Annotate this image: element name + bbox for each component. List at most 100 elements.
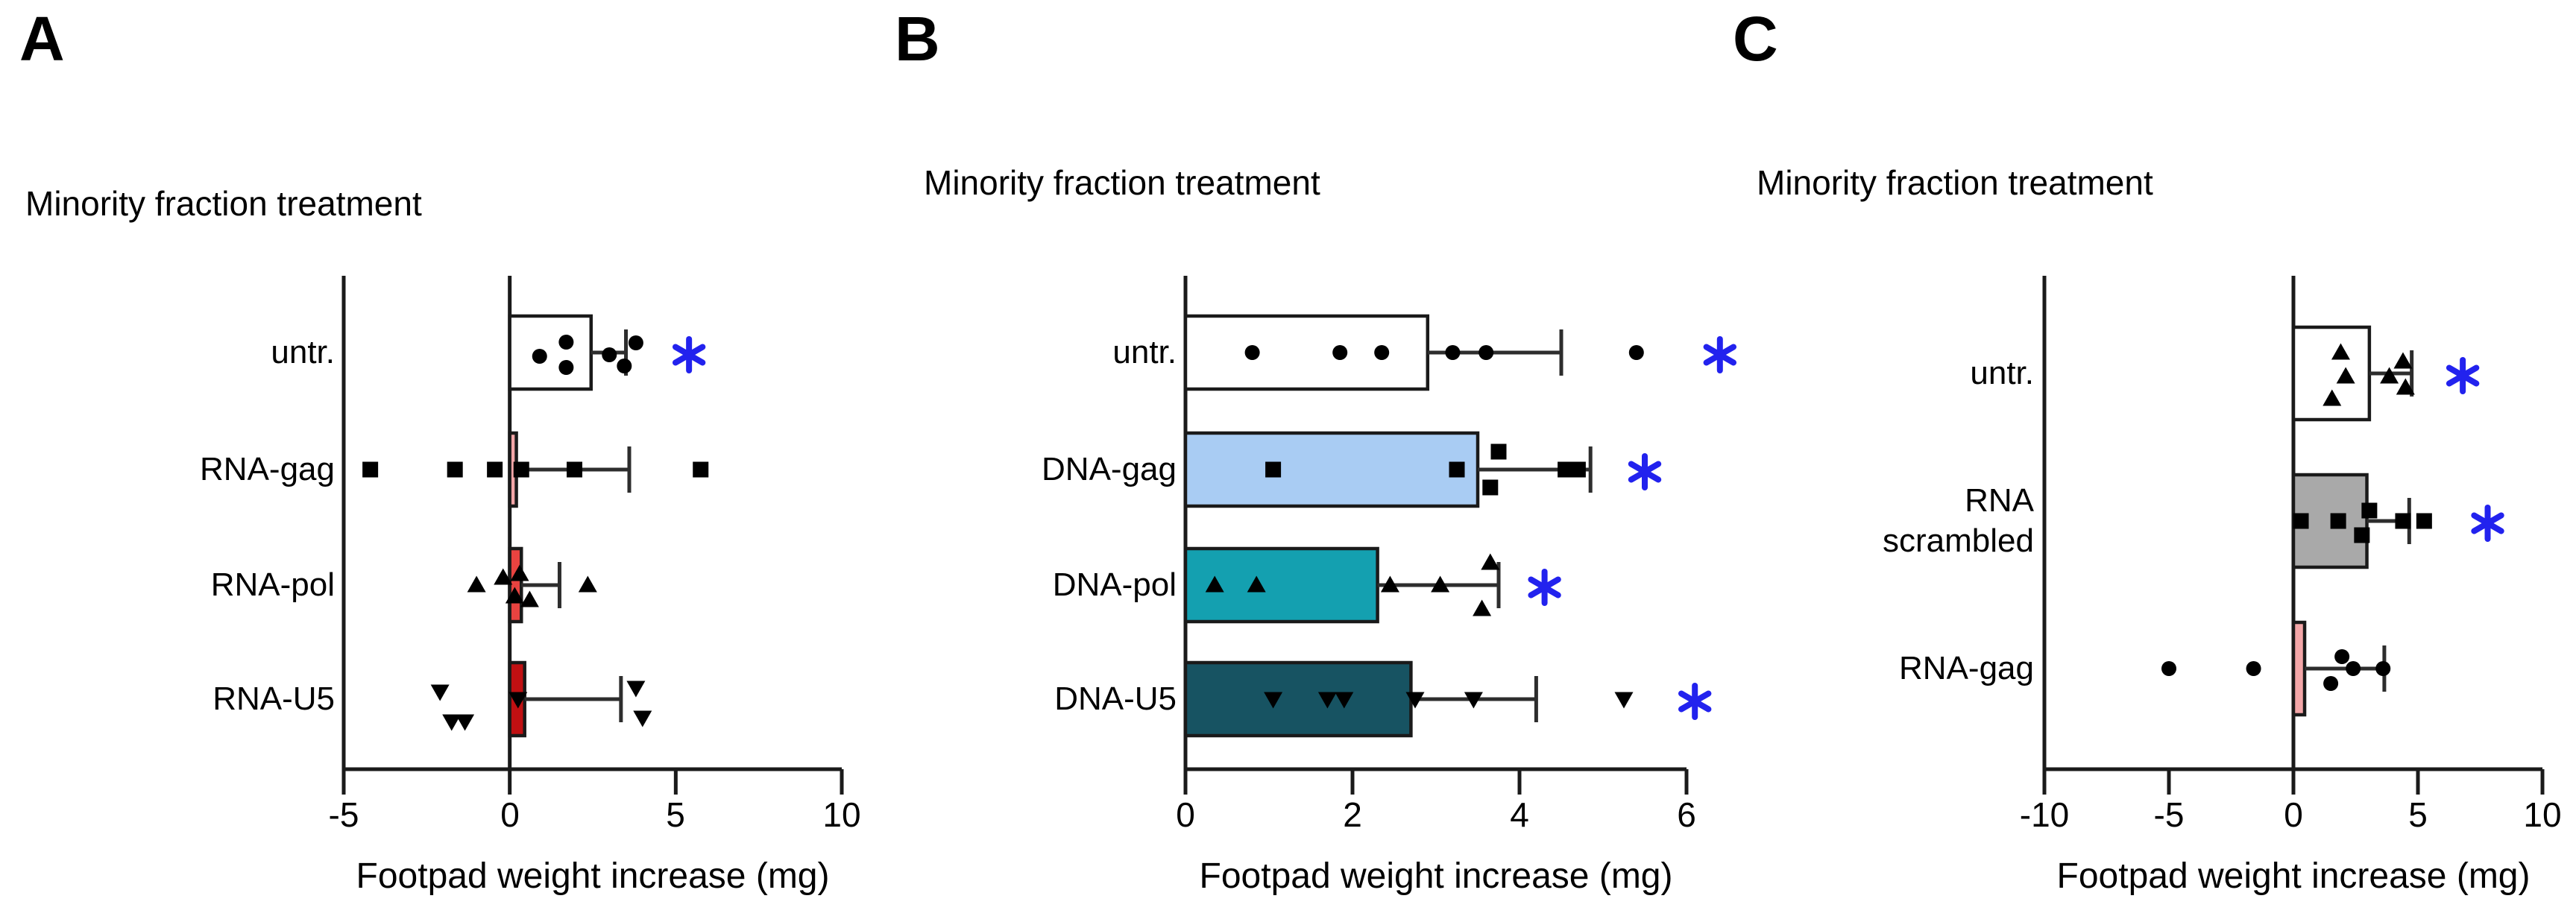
panel-a-title: Minority fraction treatment <box>25 184 422 223</box>
significance-asterisk <box>672 336 706 373</box>
significance-asterisk <box>1628 453 1662 490</box>
square-marker <box>693 461 709 478</box>
square-marker <box>567 461 583 478</box>
bar-dna-u5 <box>1183 660 1413 738</box>
circle-marker <box>532 349 547 364</box>
panel-letter-b: B <box>895 4 940 74</box>
category-label-untr-b: untr. <box>1112 334 1177 370</box>
square-marker <box>1482 479 1499 496</box>
panel-a-plot <box>341 276 844 795</box>
x-tick-label: -5 <box>2153 795 2185 834</box>
triangle-up-marker <box>1205 575 1224 593</box>
triangle-up-marker <box>520 590 539 607</box>
circle-marker <box>558 335 574 350</box>
panel-b-title: Minority fraction treatment <box>924 163 1320 202</box>
significance-asterisk <box>2446 357 2480 394</box>
circle-marker <box>628 335 643 350</box>
panel-c-plot <box>2042 276 2545 795</box>
square-marker <box>2293 513 2309 529</box>
circle-marker <box>2375 661 2391 676</box>
significance-asterisk <box>1703 336 1736 373</box>
triangle-up-marker <box>1431 575 1450 593</box>
category-label-rna-gag-c: RNA-gag <box>1899 650 2034 686</box>
bar-untr. <box>1183 314 1430 391</box>
panel-b-plot <box>1183 276 1736 795</box>
x-tick-label: 0 <box>2284 795 2303 834</box>
triangle-up-marker <box>2393 352 2413 369</box>
error-bar <box>521 562 561 608</box>
triangle-down-marker <box>442 714 462 731</box>
x-tick-label: -10 <box>2019 795 2070 834</box>
category-label-rna-scrambled: RNA scrambled <box>1883 482 2034 559</box>
triangle-up-marker <box>2380 367 2399 384</box>
square-marker <box>2361 502 2378 519</box>
triangle-up-marker <box>1380 575 1399 593</box>
triangle-up-marker <box>578 575 597 593</box>
circle-marker <box>558 360 574 375</box>
error-bar <box>524 676 623 722</box>
triangle-up-marker <box>467 575 486 593</box>
triangle-down-marker <box>508 692 528 709</box>
square-marker <box>513 461 529 478</box>
panel-c-title: Minority fraction treatment <box>1757 163 2153 202</box>
x-tick-label: 5 <box>2408 795 2428 834</box>
triangle-down-marker <box>1614 692 1634 709</box>
triangle-down-marker <box>1464 692 1483 709</box>
square-marker <box>1558 461 1574 478</box>
triangle-down-marker <box>1405 692 1425 709</box>
panel-letter-c: C <box>1733 4 1778 74</box>
triangle-up-marker <box>2331 343 2350 360</box>
triangle-down-marker <box>633 710 652 727</box>
circle-marker <box>1374 345 1390 360</box>
category-label-dna-u5: DNA-U5 <box>1054 681 1177 717</box>
bar-untr. <box>508 314 593 391</box>
square-marker <box>1569 461 1586 478</box>
triangle-up-marker <box>2396 378 2415 395</box>
x-tick-label: 0 <box>500 795 520 834</box>
x-tick-label: 10 <box>822 795 861 834</box>
square-marker <box>1265 461 1282 478</box>
circle-marker <box>2334 649 2350 664</box>
circle-marker <box>1628 345 1644 360</box>
triangle-up-marker <box>1247 575 1266 593</box>
circle-marker <box>617 359 632 373</box>
significance-asterisk <box>1678 683 1712 720</box>
significance-asterisk <box>2471 505 2504 542</box>
bar-rna-pol <box>508 546 523 624</box>
x-tick-label: 2 <box>1343 795 1362 834</box>
bar-rna-gag <box>2291 620 2307 717</box>
circle-marker <box>1332 345 1348 360</box>
square-marker <box>447 461 463 478</box>
circle-marker <box>2323 676 2339 691</box>
square-marker <box>2416 513 2432 529</box>
x-tick-label: -5 <box>328 795 359 834</box>
bar-dna-gag <box>1183 431 1480 508</box>
triangle-down-marker <box>626 681 646 698</box>
square-marker <box>362 461 379 478</box>
circle-marker <box>2246 661 2261 676</box>
x-axis-label-a: Footpad weight increase (mg) <box>356 856 830 896</box>
triangle-down-marker <box>1335 692 1354 709</box>
triangle-up-marker <box>2336 367 2355 384</box>
significance-asterisk <box>1528 569 1561 606</box>
triangle-up-marker <box>494 568 513 585</box>
panel-letter-a: A <box>19 4 65 74</box>
circle-marker <box>1445 345 1461 360</box>
square-marker <box>2330 513 2346 529</box>
square-marker <box>487 461 503 478</box>
triangle-up-marker <box>1473 599 1492 616</box>
x-axis-label-b: Footpad weight increase (mg) <box>1199 856 1673 896</box>
category-label-untr-c: untr. <box>1970 355 2034 391</box>
x-tick-label: 5 <box>666 795 685 834</box>
circle-marker <box>2161 661 2176 676</box>
category-label-rna-gag-a: RNA-gag <box>200 451 335 487</box>
circle-marker <box>602 347 617 362</box>
x-tick-label: 4 <box>1510 795 1529 834</box>
triangle-up-marker <box>505 587 524 604</box>
category-label-rna-u5: RNA-U5 <box>212 681 335 717</box>
x-tick-label: 10 <box>2523 795 2562 834</box>
square-marker <box>1490 443 1507 460</box>
category-label-dna-pol: DNA-pol <box>1052 566 1177 603</box>
